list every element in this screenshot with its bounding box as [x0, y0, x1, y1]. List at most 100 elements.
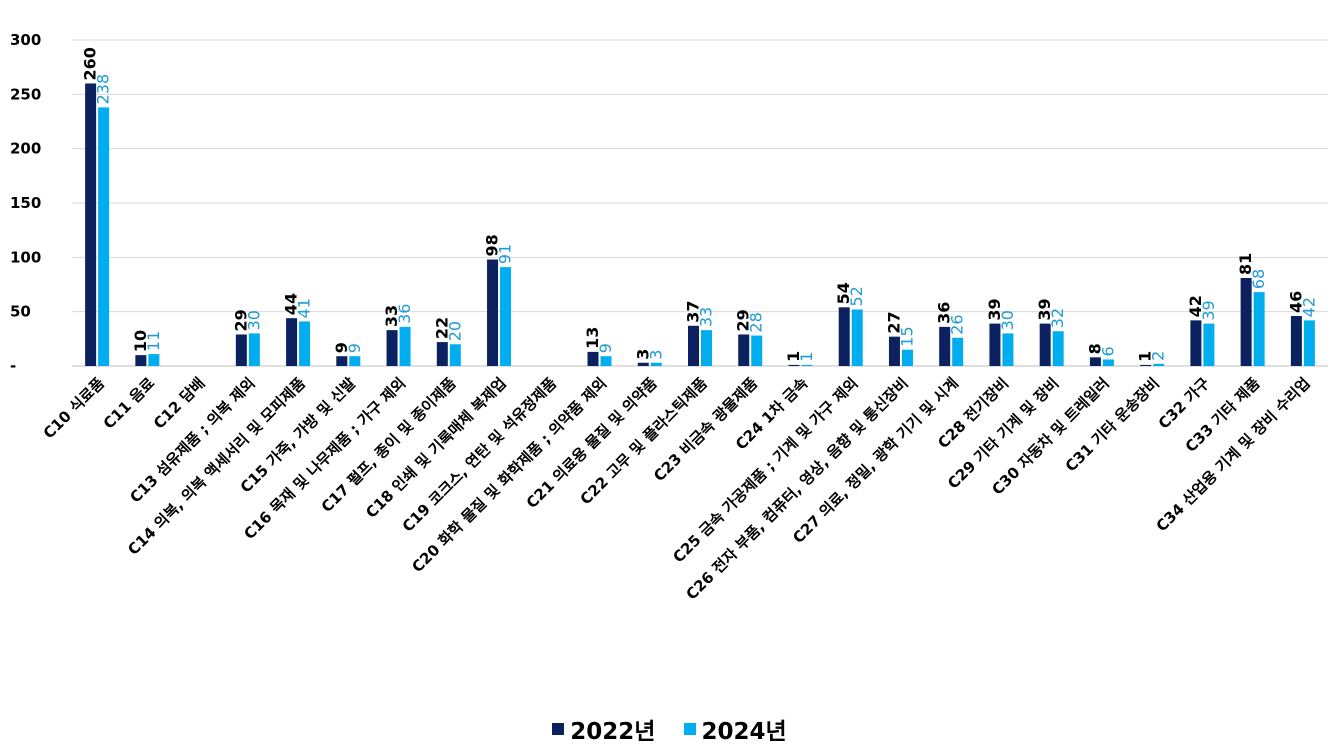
data-label-2024: 33	[697, 307, 716, 327]
bar-2022	[838, 307, 850, 366]
data-label-2022: 39	[1035, 298, 1054, 320]
data-label-2022: 29	[231, 309, 250, 331]
x-tick-label: C11 음료	[100, 374, 159, 433]
bar-2024	[449, 344, 461, 366]
data-label-2022: 10	[131, 330, 150, 352]
data-label-2024: 68	[1249, 269, 1268, 289]
bar-2024	[650, 362, 662, 366]
bar-2022	[135, 355, 147, 366]
y-tick-label: 250	[10, 85, 41, 103]
data-label-2022: 3	[633, 349, 652, 360]
bar-2022	[939, 326, 951, 366]
bar-2022	[587, 351, 599, 366]
data-label-2024: 11	[144, 331, 163, 351]
data-label-2024: 15	[897, 326, 916, 346]
y-tick-label: 150	[10, 194, 41, 212]
data-label-2024: 9	[345, 343, 364, 353]
bar-2022	[738, 334, 750, 366]
data-label-2024: 6	[1098, 346, 1117, 356]
data-label-2024: 28	[747, 312, 766, 332]
data-label-2022: 54	[834, 282, 853, 304]
legend-label-2024: 2024년	[701, 719, 787, 745]
bar-2022	[386, 330, 398, 366]
bar-2024	[1303, 320, 1315, 366]
x-tick-label: C10 식료품	[40, 374, 108, 442]
data-label-2022: 27	[884, 311, 903, 333]
bar-2024	[952, 337, 964, 366]
bar-2022	[688, 325, 699, 366]
bar-2022	[436, 342, 448, 366]
bar-2024	[500, 267, 512, 366]
bar-2024	[851, 309, 863, 366]
y-tick-label: 300	[10, 31, 41, 49]
bar-2024	[1102, 359, 1114, 366]
bar-2024	[1203, 323, 1215, 366]
data-label-2022: 260	[81, 47, 100, 80]
bar-2024	[248, 333, 260, 366]
x-tick-label: C25 금속 가공제품 ; 기계 및 가구 제외	[669, 374, 861, 566]
bar-2024	[701, 330, 712, 366]
bar-2024	[1002, 333, 1014, 366]
data-label-2022: 33	[382, 305, 401, 327]
legend-swatch-2022	[552, 723, 565, 735]
bar-2022	[1039, 323, 1051, 366]
data-label-2022: 8	[1085, 343, 1104, 354]
bar-2022	[1089, 357, 1101, 366]
data-label-2024: 1	[797, 352, 816, 362]
data-label-2024: 20	[445, 321, 464, 341]
bar-2024	[1052, 331, 1064, 366]
bars	[85, 83, 1315, 366]
data-label-2022: 1	[1136, 351, 1155, 362]
data-label-2022: 22	[432, 317, 451, 339]
gridlines	[72, 39, 1328, 313]
data-label-2022: 29	[734, 309, 753, 331]
x-tick-label: C31 기타 운송장비	[1062, 374, 1163, 475]
bar-2022	[1190, 320, 1202, 366]
legend-item-2024: 2024년	[683, 712, 787, 746]
bar-2022	[336, 356, 348, 366]
data-label-2022: 46	[1286, 291, 1305, 313]
data-labels: 2602381011293044419933362220989113933373…	[81, 47, 1319, 362]
y-tick-label: 50	[10, 303, 31, 321]
data-label-2022: 81	[1236, 253, 1255, 275]
y-tick-label: -	[10, 357, 16, 375]
bar-2022	[235, 334, 247, 366]
data-label-2024: 2	[1149, 351, 1168, 361]
data-label-2022: 36	[935, 302, 954, 324]
x-tick-label: C14 의복, 의복 액세서리 및 모피제품	[124, 374, 309, 559]
data-label-2024: 41	[295, 298, 314, 318]
data-label-2022: 9	[332, 342, 351, 353]
data-label-2024: 30	[998, 310, 1017, 330]
data-label-2022: 1	[784, 351, 803, 362]
data-label-2022: 39	[985, 298, 1004, 320]
data-label-2024: 238	[94, 74, 113, 105]
y-tick-label: 100	[10, 248, 41, 266]
data-label-2024: 52	[847, 286, 866, 306]
bar-2024	[148, 354, 160, 366]
legend-item-2022: 2022년	[552, 712, 655, 746]
data-label-2024: 32	[1048, 308, 1067, 328]
data-label-2024: 3	[646, 350, 665, 360]
data-label-2024: 42	[1299, 297, 1318, 317]
data-label-2024: 39	[1199, 300, 1218, 320]
bar-2022	[888, 336, 900, 366]
bar-2024	[98, 107, 110, 366]
data-label-2022: 13	[583, 327, 602, 349]
legend: 2022년 2024년	[0, 712, 1339, 746]
data-label-2024: 9	[596, 343, 615, 353]
data-label-2022: 44	[282, 293, 301, 315]
bar-2024	[600, 356, 612, 366]
bar-2024	[1153, 363, 1165, 366]
data-label-2022: 42	[1186, 295, 1205, 317]
bar-2022	[85, 83, 97, 366]
bar-2024	[299, 321, 311, 366]
data-label-2022: 37	[684, 301, 703, 323]
data-label-2024: 30	[244, 310, 263, 330]
y-axis: - 50 100 150 200 250 300	[10, 31, 1328, 375]
bar-2024	[901, 349, 913, 366]
bar-2022	[788, 364, 800, 366]
legend-label-2022: 2022년	[570, 719, 656, 745]
bar-2022	[487, 259, 499, 366]
bar-2024	[751, 335, 763, 366]
